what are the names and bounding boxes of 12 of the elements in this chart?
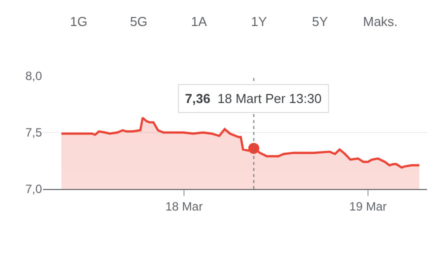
text: 5G bbox=[130, 14, 148, 29]
x-tick-label: 18 Mar bbox=[165, 199, 203, 214]
text: 1G bbox=[70, 14, 88, 29]
x-tick-label: 19 Mar bbox=[349, 199, 387, 214]
text: Maks. bbox=[363, 14, 398, 29]
text: 1A bbox=[191, 14, 208, 29]
text: 1Y bbox=[251, 14, 268, 29]
y-tick-label: 7,0 bbox=[25, 182, 42, 196]
y-tick-label: 8,0 bbox=[25, 69, 42, 84]
annotation: 7,36 18 Mart Per 13:30 bbox=[185, 91, 322, 106]
y-tick-label: 7,5 bbox=[25, 126, 42, 140]
text: 5Y bbox=[312, 14, 328, 29]
